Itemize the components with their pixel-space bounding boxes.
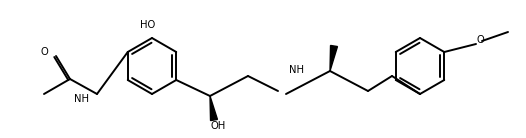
Polygon shape (210, 96, 217, 121)
Text: O: O (41, 47, 48, 57)
Text: NH: NH (74, 94, 89, 104)
Text: HO: HO (140, 20, 156, 30)
Text: O: O (476, 35, 484, 45)
Text: NH: NH (288, 65, 304, 75)
Text: OH: OH (210, 121, 226, 131)
Polygon shape (330, 45, 338, 71)
